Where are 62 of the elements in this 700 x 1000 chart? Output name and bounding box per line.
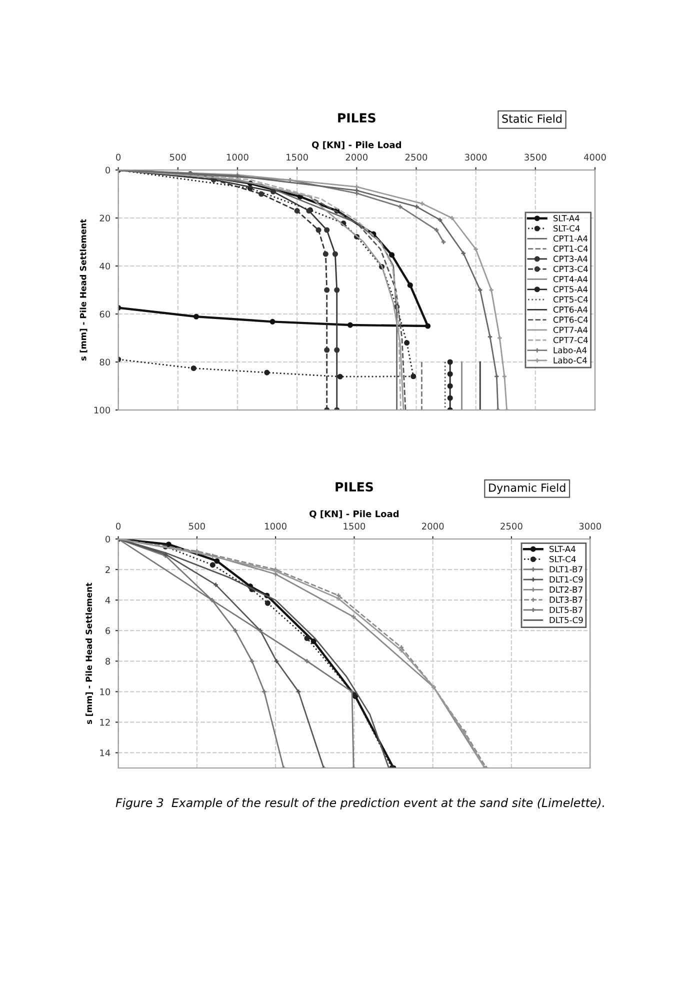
x-tick-label: 3000 xyxy=(465,154,487,161)
x-tick-label: 1500 xyxy=(344,522,366,530)
y-tick-label: 12 xyxy=(100,718,110,726)
legend-label: DLT5-C9 xyxy=(550,616,583,624)
legend-label: CPT3-A4 xyxy=(553,256,588,262)
x-tick-label: 1500 xyxy=(286,154,308,161)
chart-subtitle: Dynamic Field xyxy=(489,483,566,494)
y-axis-title: s [mm] - Pile Head Settlement xyxy=(80,219,88,361)
x-tick-label: 4000 xyxy=(584,154,606,161)
legend-label: CPT5-C4 xyxy=(553,296,588,303)
chart-title: PILES xyxy=(336,482,373,492)
legend-label: CPT7-A4 xyxy=(553,326,588,334)
legend-label: DLT5-B7 xyxy=(550,606,582,614)
legend-label: CPT3-C4 xyxy=(553,266,588,272)
x-tick-label: 2000 xyxy=(422,522,444,530)
legend-label: SLT-C4 xyxy=(554,225,580,232)
chart-subtitle: Static Field xyxy=(502,114,562,123)
y-tick-label: 14 xyxy=(100,750,110,756)
legend-label: SLT-C4 xyxy=(550,556,576,562)
legend-label: CPT6-C4 xyxy=(553,316,588,323)
y-tick-label: 0 xyxy=(106,166,110,174)
legend-label: CPT1-A4 xyxy=(553,235,588,242)
y-tick-label: 10 xyxy=(100,688,110,696)
y-tick-label: 6 xyxy=(106,627,110,634)
chart-title: PILES xyxy=(338,113,376,123)
x-tick-label: 0 xyxy=(116,154,121,161)
x-tick-label: 500 xyxy=(170,154,186,161)
legend-label: CPT7-C4 xyxy=(553,336,588,344)
legend-label: SLT-A4 xyxy=(550,546,576,552)
legend-label: Labo-C4 xyxy=(554,357,587,364)
legend-label: DLT3-B7 xyxy=(550,596,582,603)
caption: Figure 3 Example of the result of the prediction event at the sand site (Limelette). xyxy=(116,798,604,810)
y-axis-title: s [mm] - Pile Head Settlement xyxy=(86,582,93,724)
x-tick-label: 1000 xyxy=(226,154,248,161)
legend-label: CPT4-A4 xyxy=(553,276,588,282)
x-axis-title: Q [KN] - Pile Load xyxy=(310,510,399,518)
x-tick-label: 0 xyxy=(116,522,121,530)
legend-label: CPT5-A4 xyxy=(553,286,588,292)
y-tick-label: 100 xyxy=(94,406,110,414)
x-tick-label: 500 xyxy=(189,522,205,530)
x-tick-label: 2000 xyxy=(346,154,368,161)
x-tick-label: 3000 xyxy=(579,522,601,530)
y-tick-label: 8 xyxy=(106,658,110,665)
y-tick-label: 60 xyxy=(100,310,110,318)
y-tick-label: 40 xyxy=(100,262,110,270)
legend-label: Labo-A4 xyxy=(554,346,587,354)
x-tick-label: 2500 xyxy=(405,154,428,161)
legend-label: DLT1-B7 xyxy=(550,566,582,572)
y-tick-label: 80 xyxy=(100,358,110,366)
x-tick-label: 2500 xyxy=(500,522,522,530)
legend-label: SLT-A4 xyxy=(554,215,580,222)
y-tick-label: 4 xyxy=(105,596,110,604)
y-tick-label: 20 xyxy=(100,214,110,222)
y-tick-label: 0 xyxy=(106,536,110,543)
x-tick-label: 1000 xyxy=(265,522,286,530)
x-axis-title: Q [KN] - Pile Load xyxy=(312,141,402,150)
x-tick-label: 3500 xyxy=(524,154,546,161)
legend-label: DLT2-B7 xyxy=(550,586,582,593)
legend-label: DLT1-C9 xyxy=(550,576,583,583)
legend-label: CPT1-C4 xyxy=(553,246,588,252)
legend-label: CPT6-A4 xyxy=(553,306,588,313)
y-tick-label: 2 xyxy=(106,566,110,573)
